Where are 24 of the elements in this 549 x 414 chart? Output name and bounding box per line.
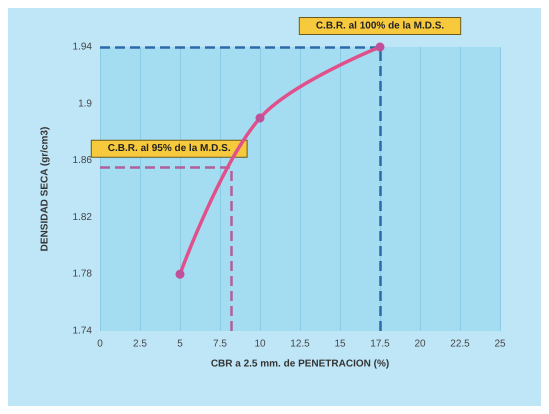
y-tick-label: 1.74 xyxy=(72,326,92,336)
annotation: C.B.R. al 100% de la M.D.S. xyxy=(316,20,444,32)
x-tick-label: 2.5 xyxy=(133,338,148,350)
point xyxy=(376,42,384,52)
x-tick-label: 12.5 xyxy=(290,338,310,350)
point xyxy=(256,114,264,122)
x-tick-label: 22.5 xyxy=(450,338,470,350)
x-tick-label: 25 xyxy=(494,338,506,350)
x-tick-label: 7.5 xyxy=(213,338,228,350)
x-tick-label: 5 xyxy=(177,338,184,350)
y-tick-label: 1.94 xyxy=(72,42,92,52)
x-tick-label: 0 xyxy=(97,338,104,350)
y-tick-label: 1.9 xyxy=(78,98,92,110)
x-tick-label: 20 xyxy=(414,338,426,350)
x-tick-label: 10 xyxy=(254,338,266,350)
y-tick-label: 1.78 xyxy=(72,268,92,280)
x-axis-title: CBR a 2.5 mm. de PENETRACION (%) xyxy=(210,358,390,370)
point xyxy=(176,270,184,279)
x-tick-label: 17.5 xyxy=(370,338,390,350)
y-tick-label: 1.86 xyxy=(72,155,92,166)
y-axis-title: DENSIDAD SECA (gr/cm3) xyxy=(40,126,50,252)
annotation: C.B.R. al 95% de la M.D.S. xyxy=(108,143,231,154)
x-tick-label: 15 xyxy=(334,338,346,350)
y-tick-label: 1.82 xyxy=(72,212,92,223)
